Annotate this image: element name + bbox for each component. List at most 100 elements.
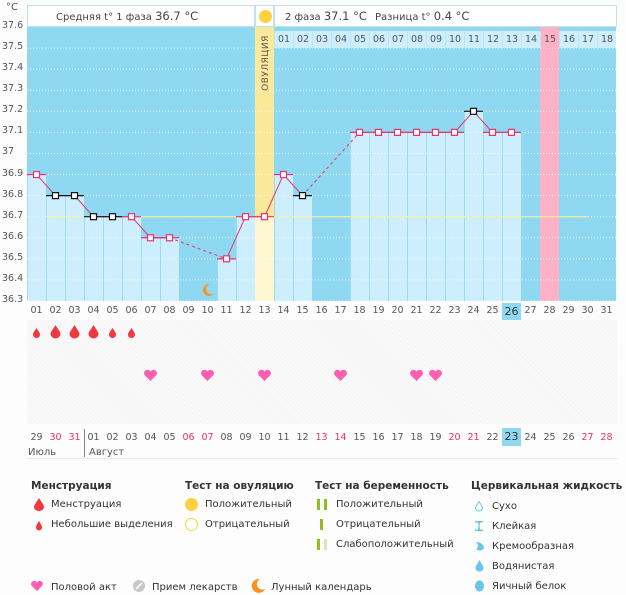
cycle-day-label[interactable]: 15: [296, 305, 309, 316]
calendar-date[interactable]: 03: [125, 432, 138, 443]
calendar-date[interactable]: 04: [144, 432, 157, 443]
calendar-date[interactable]: 23: [502, 428, 521, 446]
cycle-day-label[interactable]: 17: [334, 305, 347, 316]
calendar-date[interactable]: 31: [68, 432, 81, 443]
calendar-date[interactable]: 10: [258, 432, 271, 443]
calendar-date[interactable]: 12: [296, 432, 309, 443]
cycle-day-label[interactable]: 23: [448, 305, 461, 316]
calendar-date[interactable]: 07: [201, 432, 214, 443]
legend-pregnancy-positive: Положительный: [336, 499, 423, 510]
cycle-day-label[interactable]: 04: [87, 305, 100, 316]
cycle-day-label[interactable]: 26: [502, 303, 521, 320]
cycle-day-label[interactable]: 01: [30, 305, 43, 316]
calendar-date[interactable]: 05: [163, 432, 176, 443]
temp-bar: [141, 237, 160, 301]
calendar-date[interactable]: 25: [543, 432, 556, 443]
cycle-day-label[interactable]: 08: [163, 305, 176, 316]
calendar-date[interactable]: 26: [562, 432, 575, 443]
calendar-date[interactable]: 18: [410, 432, 423, 443]
calendar-date[interactable]: 14: [334, 432, 347, 443]
cycle-day-label[interactable]: 20: [391, 305, 404, 316]
calendar-date[interactable]: 13: [315, 432, 328, 443]
temp-point: [431, 128, 440, 136]
symptom-grid[interactable]: [27, 320, 617, 424]
heart-icon: [334, 369, 347, 381]
cycle-day-label[interactable]: 09: [182, 305, 195, 316]
cycle-day-label[interactable]: 07: [144, 305, 157, 316]
calendar-date[interactable]: 19: [429, 432, 442, 443]
calendar-date[interactable]: 16: [372, 432, 385, 443]
temp-bar: [274, 174, 293, 301]
calendar-date[interactable]: 30: [49, 432, 62, 443]
y-tick-label: 37: [2, 146, 15, 158]
temp-bar: [464, 111, 483, 301]
phase2-value: 37.1 °C: [323, 9, 367, 23]
calendar-date[interactable]: 28: [600, 432, 613, 443]
temp-line-gap: [302, 132, 360, 196]
calendar-date[interactable]: 15: [353, 432, 366, 443]
temp-point: [279, 170, 288, 179]
y-tick-label: 37.2: [2, 104, 24, 116]
legend-spotting: Небольшие выделения: [51, 519, 173, 530]
phase2-day-label: 02: [293, 31, 312, 48]
cycle-day-label[interactable]: 24: [467, 305, 480, 316]
cycle-day-label[interactable]: 11: [220, 305, 233, 316]
temp-point: [469, 107, 478, 115]
y-tick-label: 36.4: [2, 272, 24, 284]
y-tick-label: 37.5: [2, 41, 24, 53]
calendar-date[interactable]: 24: [524, 432, 537, 443]
temp-point: [298, 192, 307, 200]
ovulation-header: [255, 5, 274, 27]
drop-small-icon: [109, 328, 116, 338]
cycle-day-label[interactable]: 12: [239, 305, 252, 316]
cycle-day-label[interactable]: 10: [201, 305, 214, 316]
cycle-day-label[interactable]: 27: [524, 305, 537, 316]
y-tick-label: 36.7: [2, 209, 24, 221]
cycle-day-label[interactable]: 13: [258, 305, 271, 316]
legend-pregnancy-test-title: Тест на беременность: [315, 480, 449, 492]
cycle-day-label[interactable]: 03: [68, 305, 81, 316]
calendar-date[interactable]: 08: [220, 432, 233, 443]
temp-point: [89, 213, 98, 221]
ovulation-negative-icon: [185, 518, 198, 531]
cycle-day-label[interactable]: 28: [543, 305, 556, 316]
month-august: Август: [89, 447, 125, 458]
calendar-date[interactable]: 20: [448, 432, 461, 443]
cycle-day-label[interactable]: 21: [410, 305, 423, 316]
cycle-day-label[interactable]: 14: [277, 305, 290, 316]
calendar-date[interactable]: 17: [391, 432, 404, 443]
calendar-date[interactable]: 21: [467, 432, 480, 443]
cycle-day-label[interactable]: 18: [353, 305, 366, 316]
diff-label: Разница t°: [375, 12, 431, 23]
cycle-day-label[interactable]: 30: [581, 305, 594, 316]
calendar-date[interactable]: 11: [277, 432, 290, 443]
cycle-day-label[interactable]: 25: [486, 305, 499, 316]
cycle-day-label[interactable]: 16: [315, 305, 328, 316]
calendar-date[interactable]: 06: [182, 432, 195, 443]
y-tick-label: 37.1: [2, 125, 24, 137]
calendar-date[interactable]: 27: [581, 432, 594, 443]
cycle-day-label[interactable]: 05: [106, 305, 119, 316]
calendar-date[interactable]: 22: [486, 432, 499, 443]
cervical-eggwhite-icon: [475, 580, 484, 592]
legend-ovulation-test-title: Тест на овуляцию: [185, 480, 294, 492]
cycle-day-label[interactable]: 02: [49, 305, 62, 316]
cycle-day-label[interactable]: 06: [125, 305, 138, 316]
y-tick-label: 37.6: [2, 20, 24, 31]
phase1-label: Средняя t° 1 фаза: [56, 12, 152, 23]
temp-point: [51, 192, 60, 200]
calendar-date[interactable]: 29: [30, 432, 43, 443]
pregnancy-faint-icon-2: [324, 539, 327, 550]
divider: [27, 458, 617, 459]
cycle-day-label[interactable]: 19: [372, 305, 385, 316]
temp-line: [264, 174, 284, 217]
cycle-day-label[interactable]: 29: [562, 305, 575, 316]
y-tick-label: 36.8: [2, 188, 24, 200]
calendar-date[interactable]: 01: [87, 432, 100, 443]
cycle-day-label[interactable]: 22: [429, 305, 442, 316]
calendar-date[interactable]: 02: [106, 432, 119, 443]
calendar-date[interactable]: 09: [239, 432, 252, 443]
drop-large-icon: [69, 325, 80, 339]
pregnancy-negative-icon: [320, 519, 323, 530]
cycle-day-label[interactable]: 31: [600, 305, 613, 316]
